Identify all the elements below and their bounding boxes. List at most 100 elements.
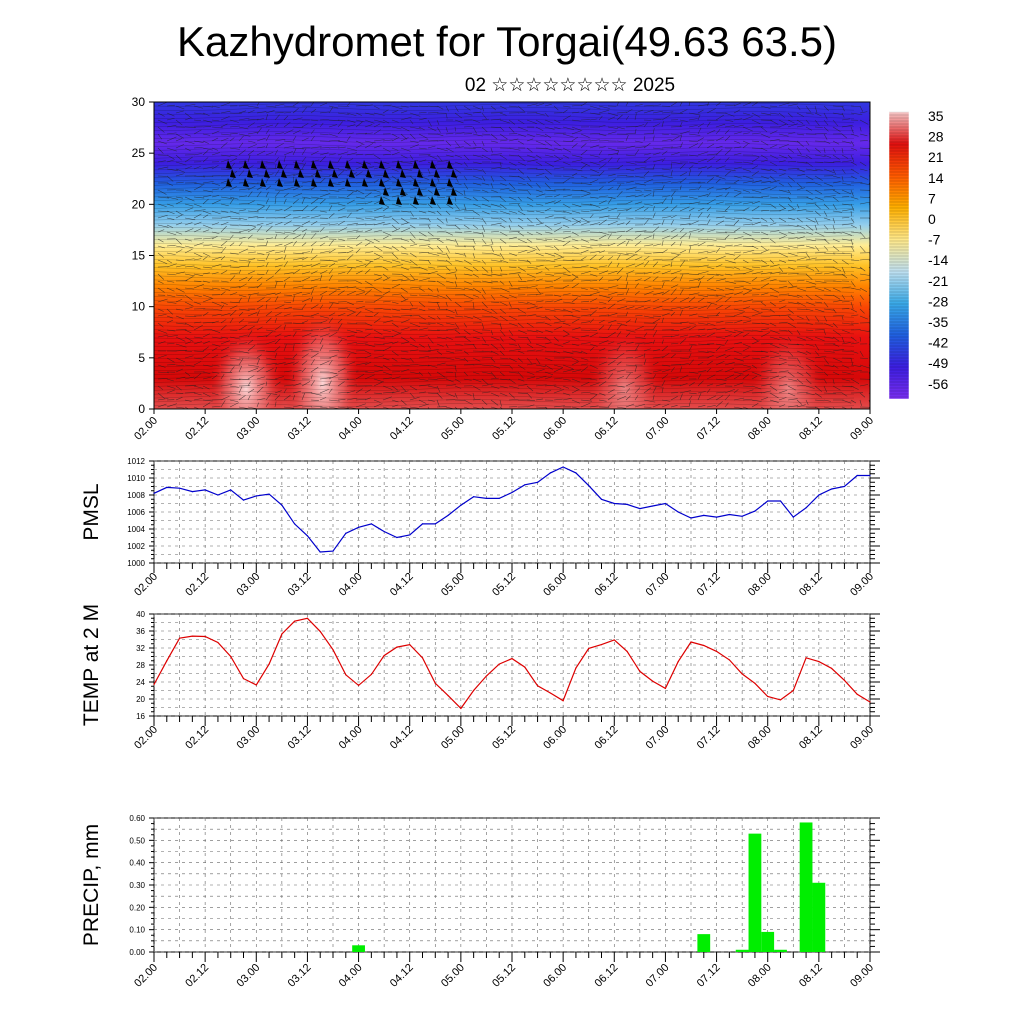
pmsl-ylabel: PMSL (80, 483, 103, 540)
pmsl-point (511, 491, 513, 494)
precip-xtick-label: 04.00 (337, 962, 365, 990)
pmsl-ytick-label: 1002 (127, 542, 145, 551)
temp-ytick-label: 40 (136, 610, 145, 619)
colorbar-bands (889, 111, 909, 398)
pmsl-ytick-label: 1006 (127, 508, 145, 517)
precip-xtick-label: 02.00 (132, 962, 160, 990)
xs-xtick-label: 08.12 (797, 415, 825, 443)
pmsl-point (383, 530, 385, 533)
temp-point (178, 637, 181, 639)
precip-xtick-label: 09.00 (848, 962, 876, 990)
xs-xtick-label: 05.12 (490, 415, 518, 443)
pmsl-point (639, 508, 641, 510)
temp-point (434, 682, 436, 684)
temp-point (409, 644, 411, 646)
pmsl-point (294, 523, 296, 525)
temp-point (524, 666, 526, 668)
temp-point (818, 661, 820, 663)
temp-ytick-label: 36 (136, 627, 145, 636)
temp-point (639, 670, 641, 672)
pmsl-point (562, 466, 564, 468)
xs-xtick-label: 06.00 (541, 415, 569, 443)
pmsl-point (600, 498, 603, 500)
pmsl-ytick-label: 1000 (127, 559, 145, 568)
xs-xtick-label: 08.00 (746, 415, 774, 443)
pmsl-xtick-label: 06.12 (592, 571, 620, 599)
temp-point (332, 649, 334, 651)
temp-point (511, 658, 513, 660)
pmsl-point (217, 494, 219, 496)
temp-point (268, 663, 270, 665)
pmsl-point (805, 507, 807, 509)
warm-core-3 (586, 328, 663, 409)
colorbar-label: -21 (928, 273, 948, 289)
colorbar-label: 21 (928, 149, 944, 165)
xs-ytick-label: 30 (132, 95, 146, 109)
chart-title: Kazhydromet for Torgai(49.63 63.5) (177, 18, 837, 65)
cross-section-panel: 0 5 10 15 20 25 30 02.00 02.12 03.00 03.12 04.00 04.… (132, 95, 876, 443)
temp-points (153, 617, 871, 709)
precip-bar (697, 934, 711, 952)
temp-xtick-label: 08.12 (797, 724, 825, 752)
temp-point (600, 644, 603, 646)
pmsl-point (613, 502, 615, 505)
temp-point (562, 700, 564, 702)
temp-xtick-label: 05.00 (439, 724, 467, 752)
temp-point (575, 667, 577, 669)
pmsl-point (421, 523, 424, 525)
pmsl-xtick-label: 07.00 (644, 571, 672, 599)
temp-point (869, 701, 871, 703)
colorbar-label: -28 (928, 293, 948, 309)
temp-point (191, 635, 193, 637)
colorbar-ramp (889, 112, 909, 399)
pmsl-grid (153, 460, 871, 564)
temp-grid (153, 613, 871, 717)
pmsl-point (664, 502, 667, 505)
temp-xtick-label: 08.00 (746, 724, 774, 752)
temp-ytick-label: 32 (136, 644, 145, 653)
temp-point (703, 644, 705, 647)
colorbar-label: 7 (928, 190, 936, 206)
pmsl-point (485, 497, 488, 499)
pmsl-ytick-label: 1010 (127, 474, 145, 483)
temp-point (767, 695, 769, 698)
colorbar-label: -56 (928, 376, 948, 392)
precip-xtick-label: 08.12 (797, 962, 825, 990)
colorbar-label: -42 (928, 335, 948, 351)
temp-point (792, 689, 794, 692)
precip-bar (761, 931, 775, 952)
colorbar-label: -35 (928, 314, 948, 330)
pmsl-point (473, 496, 475, 498)
xs-xtick-label: 07.00 (644, 415, 672, 443)
temp-point (242, 678, 245, 680)
pmsl-point (268, 493, 270, 495)
temp-point (357, 684, 360, 687)
temp-point (805, 657, 807, 659)
temp-point (856, 693, 858, 695)
pmsl-xtick-label: 08.12 (797, 571, 825, 599)
temp-ytick-label: 16 (136, 712, 145, 721)
pmsl-point (319, 551, 321, 553)
pmsl-point (792, 516, 794, 518)
temp-ytick-label: 24 (136, 678, 145, 687)
xs-xtick-label: 02.00 (132, 415, 160, 443)
colorbar-label: -49 (928, 355, 948, 371)
pmsl-point (306, 535, 309, 537)
precip-ytick-label: 0.50 (129, 836, 145, 845)
xs-xtick-label: 04.00 (337, 415, 365, 443)
pmsl-point (818, 494, 820, 496)
pmsl-point (434, 523, 436, 525)
xs-xtick-label: 03.12 (286, 415, 314, 443)
temp-point (447, 695, 449, 697)
pmsl-point (409, 534, 411, 536)
temp-point (498, 663, 500, 665)
pmsl-point (345, 532, 347, 534)
pmsl-xtick-label: 03.12 (286, 571, 314, 599)
temp-point (370, 673, 372, 675)
precip-ylabel: PRECIP, mm (80, 824, 103, 946)
xs-xtick-label: 07.12 (695, 415, 723, 443)
xs-ytick-label: 15 (132, 249, 146, 263)
precip-ytick-label: 0.40 (129, 859, 145, 868)
temp-point (754, 682, 756, 684)
xs-xtick-label: 04.12 (388, 415, 416, 443)
